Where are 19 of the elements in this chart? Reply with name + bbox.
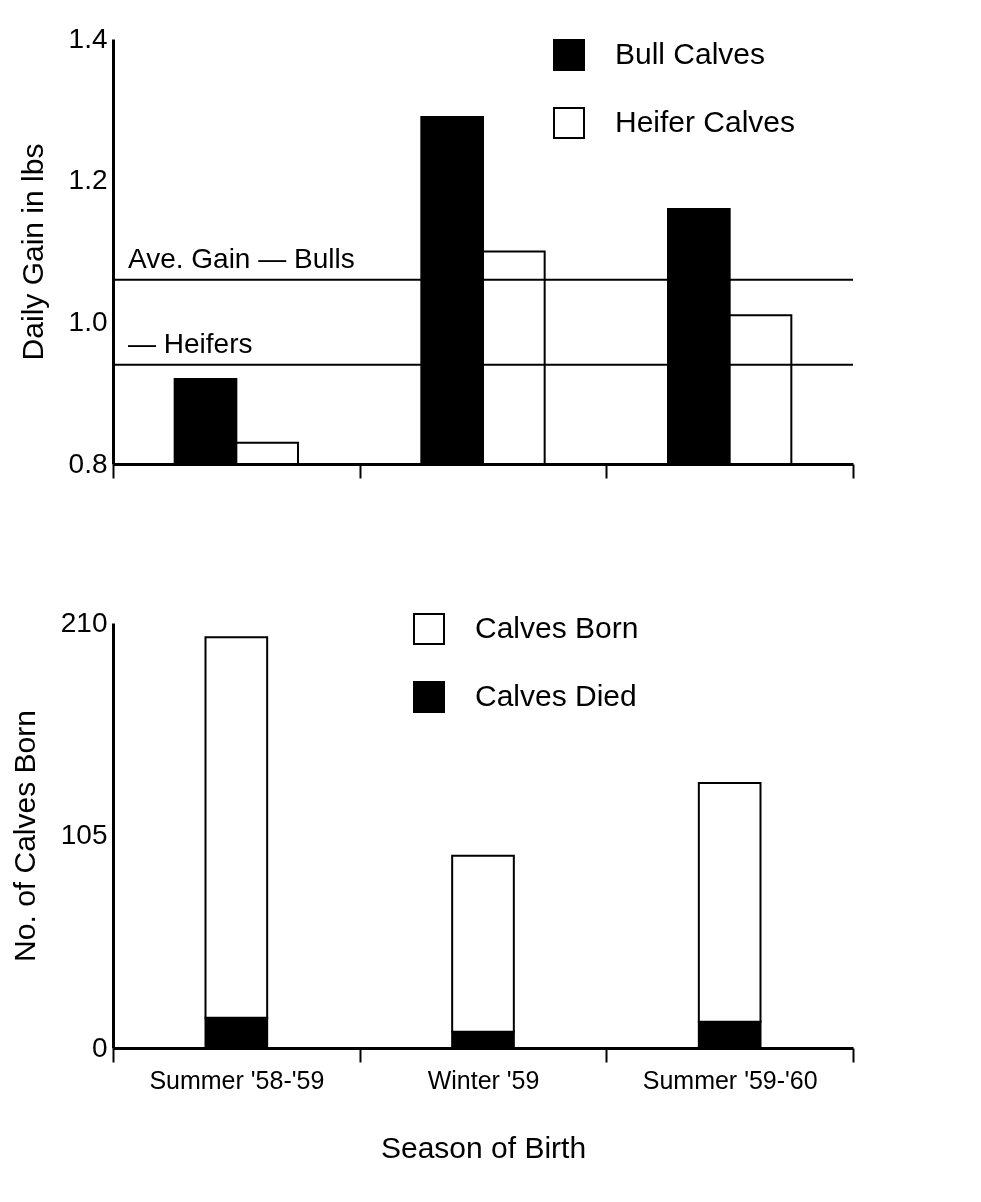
legend-label: Calves Born	[475, 611, 639, 644]
y-tick-label: 210	[60, 606, 108, 638]
ref-line-label: Ave. Gain — Bulls	[128, 242, 355, 274]
y-tick-label: 0.8	[68, 447, 108, 479]
y-tick-label: 0	[91, 1031, 108, 1063]
ref-line-label: — Heifers	[128, 327, 253, 359]
y-tick-label: 1.0	[68, 305, 108, 337]
y-tick-label: 105	[60, 819, 108, 850]
x-tick-label: Winter '59	[427, 1065, 540, 1094]
legend-label: Bull Calves	[615, 37, 766, 70]
x-tick-label: Summer '58-'59	[149, 1065, 325, 1094]
y-tick-label: 1.2	[68, 164, 108, 196]
y-tick-label: 1.4	[68, 22, 108, 54]
y-axis-title: Daily Gain in lbs	[15, 143, 49, 361]
legend-label: Heifer Calves	[615, 105, 796, 138]
legend-label: Calves Died	[475, 679, 637, 712]
y-axis-title: No. of Calves Born	[7, 710, 41, 962]
x-tick-label: Summer '59-'60	[642, 1065, 818, 1094]
x-axis-title: Season of Birth	[380, 1130, 587, 1164]
